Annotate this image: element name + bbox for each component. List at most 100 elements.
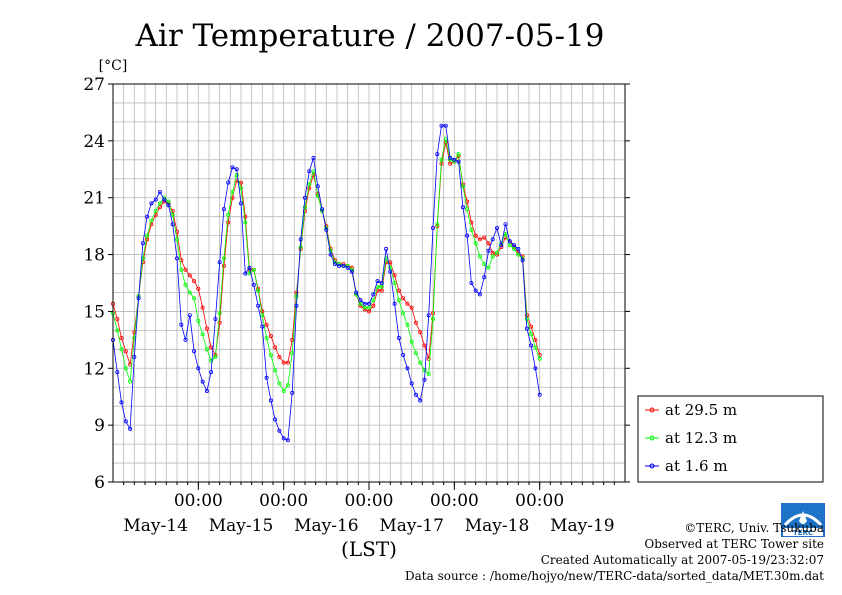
data-point (187, 290, 192, 295)
data-point (529, 332, 534, 337)
data-point (396, 298, 401, 303)
data-point (337, 263, 342, 268)
grid-lines (113, 83, 625, 483)
y-tick-label: 9 (94, 416, 105, 436)
x-day-label: May-19 (550, 516, 615, 536)
data-point (294, 294, 299, 299)
data-point (499, 243, 504, 248)
data-point (332, 261, 337, 266)
data-point (145, 233, 150, 238)
data-point (456, 152, 461, 157)
data-point (298, 237, 303, 242)
data-point (149, 218, 154, 223)
data-point (281, 388, 286, 393)
data-point (200, 332, 205, 337)
data-point (123, 419, 128, 424)
data-point (452, 157, 457, 162)
data-point (247, 265, 252, 270)
data-point (533, 366, 538, 371)
data-point (409, 381, 414, 386)
data-point (362, 305, 367, 310)
data-point (507, 243, 512, 248)
x-axis: 00:00 00:00 00:00 00:00 00:00 May-14 May-15 May… (123, 482, 615, 536)
y-axis: 6 9 12 15 18 21 24 27 (83, 75, 630, 493)
data-point (166, 203, 171, 208)
data-point (533, 337, 538, 342)
x-axis-label: (LST) (341, 537, 397, 561)
observed-text: Observed at TERC Tower site (644, 537, 824, 551)
data-point (128, 426, 133, 431)
data-point (170, 212, 175, 217)
legend-box (637, 395, 824, 483)
x-day-label: May-18 (465, 516, 530, 536)
chart-title: Air Temperature / 2007-05-19 (135, 18, 605, 54)
data-point (268, 398, 273, 403)
data-point (379, 284, 384, 289)
data-point (482, 275, 487, 280)
data-point (183, 282, 188, 287)
legend: at 29.5 m at 12.3 m at 1.6 m (637, 395, 824, 483)
x-time-label: 00:00 (345, 491, 394, 511)
data-point (123, 349, 128, 354)
data-point (409, 339, 414, 344)
data-point (200, 379, 205, 384)
data-point (307, 182, 312, 187)
data-point (507, 239, 512, 244)
data-point (473, 288, 478, 293)
data-point (183, 267, 188, 272)
data-point (179, 267, 184, 272)
data-point (217, 260, 222, 265)
data-point (482, 261, 487, 266)
data-point (503, 222, 508, 227)
data-point (384, 246, 389, 251)
data-point (388, 265, 393, 270)
data-point (256, 288, 261, 293)
data-point (243, 214, 248, 219)
data-point (469, 227, 474, 232)
data-point (371, 298, 376, 303)
data-point (473, 241, 478, 246)
data-point (486, 241, 491, 246)
data-point (115, 316, 120, 321)
data-point (213, 316, 218, 321)
created-text: Created Automatically at 2007-05-19/23:3… (540, 553, 824, 567)
data-point (226, 180, 231, 185)
copyright-text: ©TERC, Univ. Tsukuba (684, 521, 824, 535)
data-point (443, 140, 448, 145)
data-point (273, 368, 278, 373)
data-point (281, 436, 286, 441)
data-point (290, 390, 295, 395)
data-point (174, 237, 179, 242)
data-point (115, 328, 120, 333)
data-point (494, 250, 499, 255)
series-line (112, 125, 541, 441)
data-point (183, 337, 188, 342)
data-point (196, 318, 201, 323)
y-tick-label: 6 (94, 473, 105, 493)
data-point (315, 184, 320, 189)
terc-logo-text: TERC (793, 529, 813, 537)
data-point (285, 383, 290, 388)
data-point (234, 167, 239, 172)
data-point (392, 280, 397, 285)
data-point (145, 214, 150, 219)
data-point (115, 370, 120, 375)
data-point (418, 330, 423, 335)
data-point (209, 358, 214, 363)
data-point (174, 256, 179, 261)
data-point (401, 311, 406, 316)
data-point (238, 201, 243, 206)
data-point (153, 197, 158, 202)
terc-logo-icon: TERC (781, 503, 825, 537)
data-point (196, 286, 201, 291)
data-point (204, 388, 209, 393)
legend-marker (649, 407, 655, 413)
data-point (375, 279, 380, 284)
data-point (520, 258, 525, 263)
data-point (230, 165, 235, 170)
data-point (435, 222, 440, 227)
data-point (405, 322, 410, 327)
data-point (469, 280, 474, 285)
data-point (371, 292, 376, 297)
data-point (311, 155, 316, 160)
